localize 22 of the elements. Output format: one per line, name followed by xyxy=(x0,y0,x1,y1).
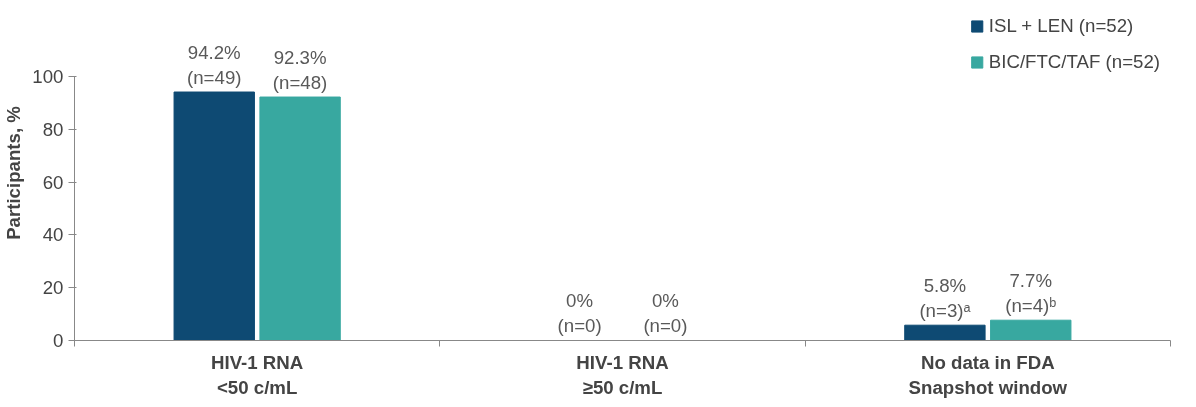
x-tick-label: HIV-1 RNA <50 c/mL xyxy=(211,351,304,398)
data-label: 5.8% (n=3)ᵃ xyxy=(919,275,972,322)
data-label: 7.7% (n=4)ᵇ xyxy=(1005,269,1057,317)
y-axis-title: Participants, % xyxy=(3,105,25,240)
bar xyxy=(173,91,255,341)
bar xyxy=(259,96,341,341)
x-tick-label: HIV-1 RNA ≥50 c/mL xyxy=(576,351,669,398)
y-tick-label: 100 xyxy=(32,66,64,88)
data-label: 92.3% (n=48) xyxy=(272,46,328,94)
bar xyxy=(904,324,986,341)
y-tick-label: 0 xyxy=(53,330,64,351)
y-tick-label: 40 xyxy=(42,224,64,246)
data-label: 0% (n=0) xyxy=(643,290,688,337)
legend-label: BIC/FTC/TAF (n=52) xyxy=(988,51,1160,73)
legend-label: ISL + LEN (n=52) xyxy=(988,15,1134,37)
x-tick-label: No data in FDA Snapshot window xyxy=(908,351,1068,398)
y-tick-label: 60 xyxy=(42,171,64,193)
data-label: 0% (n=0) xyxy=(557,290,602,337)
y-tick-label: 20 xyxy=(42,277,64,299)
data-label: 94.2% (n=49) xyxy=(187,41,242,89)
y-tick-label: 80 xyxy=(42,118,64,140)
bar xyxy=(990,319,1072,341)
